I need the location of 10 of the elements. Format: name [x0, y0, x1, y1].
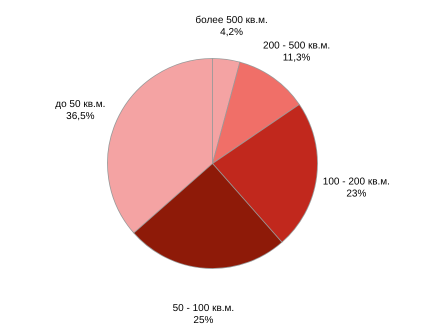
- data-label: 23%: [346, 188, 366, 200]
- slice-label: более 500 кв.м.: [195, 14, 268, 26]
- data-label: 36,5%: [66, 110, 95, 122]
- slice-label: 50 - 100 кв.м.: [172, 303, 234, 314]
- slice-label: до 50 кв.м.: [55, 98, 106, 110]
- slice-label: 200 - 500 кв.м.: [263, 40, 330, 52]
- data-label: 11,3%: [282, 52, 311, 64]
- data-label: 25%: [193, 315, 214, 326]
- data-label: 4,2%: [220, 26, 244, 38]
- slice-label: 100 - 200 кв.м.: [322, 176, 390, 188]
